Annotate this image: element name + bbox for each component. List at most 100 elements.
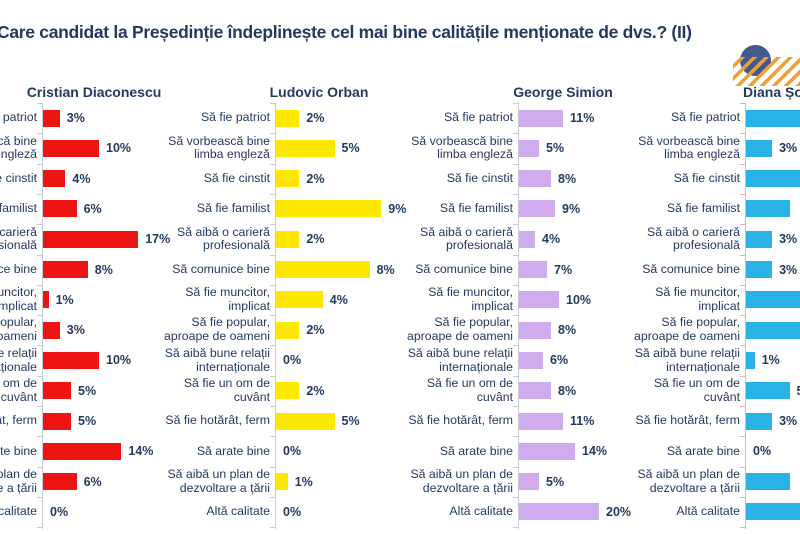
category-label-line: dezvoltare a țării bbox=[649, 480, 740, 495]
axis-tick bbox=[513, 375, 518, 377]
axis-tick bbox=[270, 224, 275, 226]
axis-tick bbox=[513, 496, 518, 498]
value-label: 3% bbox=[66, 323, 85, 338]
value-bar bbox=[519, 503, 599, 521]
value-bar bbox=[519, 442, 575, 460]
bar-row: 4% bbox=[519, 224, 739, 254]
value-label: 3% bbox=[779, 414, 798, 428]
category-label-line: dezvoltare a țării bbox=[0, 480, 37, 495]
bar-row: 3% bbox=[746, 406, 800, 436]
bar-row: 2% bbox=[276, 164, 496, 194]
category-label-line: Să fie familist bbox=[439, 201, 513, 216]
category-label: Să arate bine bbox=[150, 436, 270, 466]
axis-tick bbox=[37, 345, 42, 347]
bar-row: 7% bbox=[519, 255, 739, 285]
value-label: 3% bbox=[66, 111, 85, 125]
axis-tick bbox=[270, 254, 275, 256]
axis-tick bbox=[513, 466, 518, 468]
bar-row: 4% bbox=[43, 164, 263, 194]
value-label: 0% bbox=[283, 353, 302, 368]
category-label: Să fie popular,aproape de oameni bbox=[150, 315, 270, 345]
axis-tick bbox=[740, 254, 745, 256]
value-bar bbox=[276, 382, 300, 400]
category-label-line: aproape de oameni bbox=[407, 329, 513, 344]
axis-tick bbox=[270, 103, 275, 104]
axis-tick bbox=[513, 224, 518, 226]
category-label-line: implicat bbox=[0, 298, 37, 313]
value-bar bbox=[276, 109, 300, 127]
bar-row: 5% bbox=[276, 406, 496, 436]
value-bar bbox=[519, 291, 559, 309]
bar-row: 10% bbox=[519, 285, 739, 315]
category-label: Să fie cinstit bbox=[393, 164, 513, 194]
category-label-line: Să fie patriot bbox=[443, 110, 513, 125]
category-label-line: Să fie muncitor, bbox=[185, 285, 270, 300]
value-bar bbox=[746, 382, 790, 400]
category-label-line: Să aibă o carieră bbox=[0, 224, 37, 239]
value-label: 5% bbox=[341, 141, 360, 156]
category-label-line: Să arate bine bbox=[666, 443, 740, 458]
bar-row bbox=[746, 497, 800, 527]
bar-row: 20% bbox=[519, 497, 739, 527]
axis-tick bbox=[270, 466, 275, 468]
bar-row bbox=[746, 194, 800, 224]
category-label-line: limba engleză bbox=[437, 147, 513, 162]
value-bar bbox=[43, 139, 99, 157]
bar-row: 6% bbox=[43, 194, 263, 224]
category-label-line: Să vorbească bine bbox=[168, 133, 270, 148]
value-bar bbox=[43, 230, 139, 248]
category-label: Să fie muncitor,implicat bbox=[0, 285, 37, 315]
category-label-line: implicat bbox=[698, 298, 740, 313]
bar-row: 10% bbox=[43, 133, 263, 163]
value-bar bbox=[43, 382, 71, 400]
category-label-line: Să aibă o carieră bbox=[177, 224, 270, 239]
value-bar bbox=[43, 170, 66, 188]
category-label-line: Altă calitate bbox=[0, 504, 37, 519]
bar-row: 2% bbox=[276, 376, 496, 406]
category-label-line: dezvoltare a țării bbox=[422, 480, 513, 495]
value-bar bbox=[519, 230, 535, 248]
value-bar bbox=[43, 442, 122, 460]
bar-row: 14% bbox=[519, 436, 739, 466]
category-label-line: internaționale bbox=[666, 359, 740, 374]
axis-tick bbox=[270, 284, 275, 286]
bar-row bbox=[746, 467, 800, 497]
category-label-line: Să fie cinstit bbox=[446, 170, 513, 185]
bar-row: 0% bbox=[276, 436, 496, 466]
axis-tick bbox=[270, 406, 275, 407]
bar-row bbox=[746, 315, 800, 345]
axis-tick bbox=[37, 436, 42, 438]
bar-row: 1% bbox=[746, 345, 800, 375]
value-label: 2% bbox=[306, 171, 325, 186]
value-bar bbox=[43, 473, 77, 491]
category-label: Să fie un om de cuvânt bbox=[625, 376, 740, 406]
category-label-line: Să fie hotărât, ferm bbox=[0, 413, 37, 428]
category-label: Altă calitate bbox=[0, 497, 37, 527]
value-label: 4% bbox=[72, 171, 91, 186]
category-label: Să fie patriot bbox=[625, 103, 740, 133]
category-label-line: Să fie muncitor, bbox=[428, 285, 513, 300]
category-label-line: Să fie patriot bbox=[200, 110, 270, 125]
category-label: Să fie un om de cuvânt bbox=[0, 376, 37, 406]
value-label: 8% bbox=[94, 262, 113, 277]
axis-tick bbox=[37, 254, 42, 256]
category-label: Să fie cinstit bbox=[625, 164, 740, 194]
value-label: 3% bbox=[779, 262, 798, 277]
category-label-line: Altă calitate bbox=[449, 504, 513, 519]
axis-tick bbox=[37, 315, 42, 317]
category-label: Să fie patriot bbox=[150, 103, 270, 133]
value-label: 10% bbox=[106, 141, 132, 156]
bar-row: 4% bbox=[276, 285, 496, 315]
category-label-line: Să fie hotărât, ferm bbox=[635, 413, 740, 428]
axis-tick bbox=[513, 193, 518, 195]
bar-row: 8% bbox=[43, 255, 263, 285]
value-label: 10% bbox=[566, 292, 592, 307]
